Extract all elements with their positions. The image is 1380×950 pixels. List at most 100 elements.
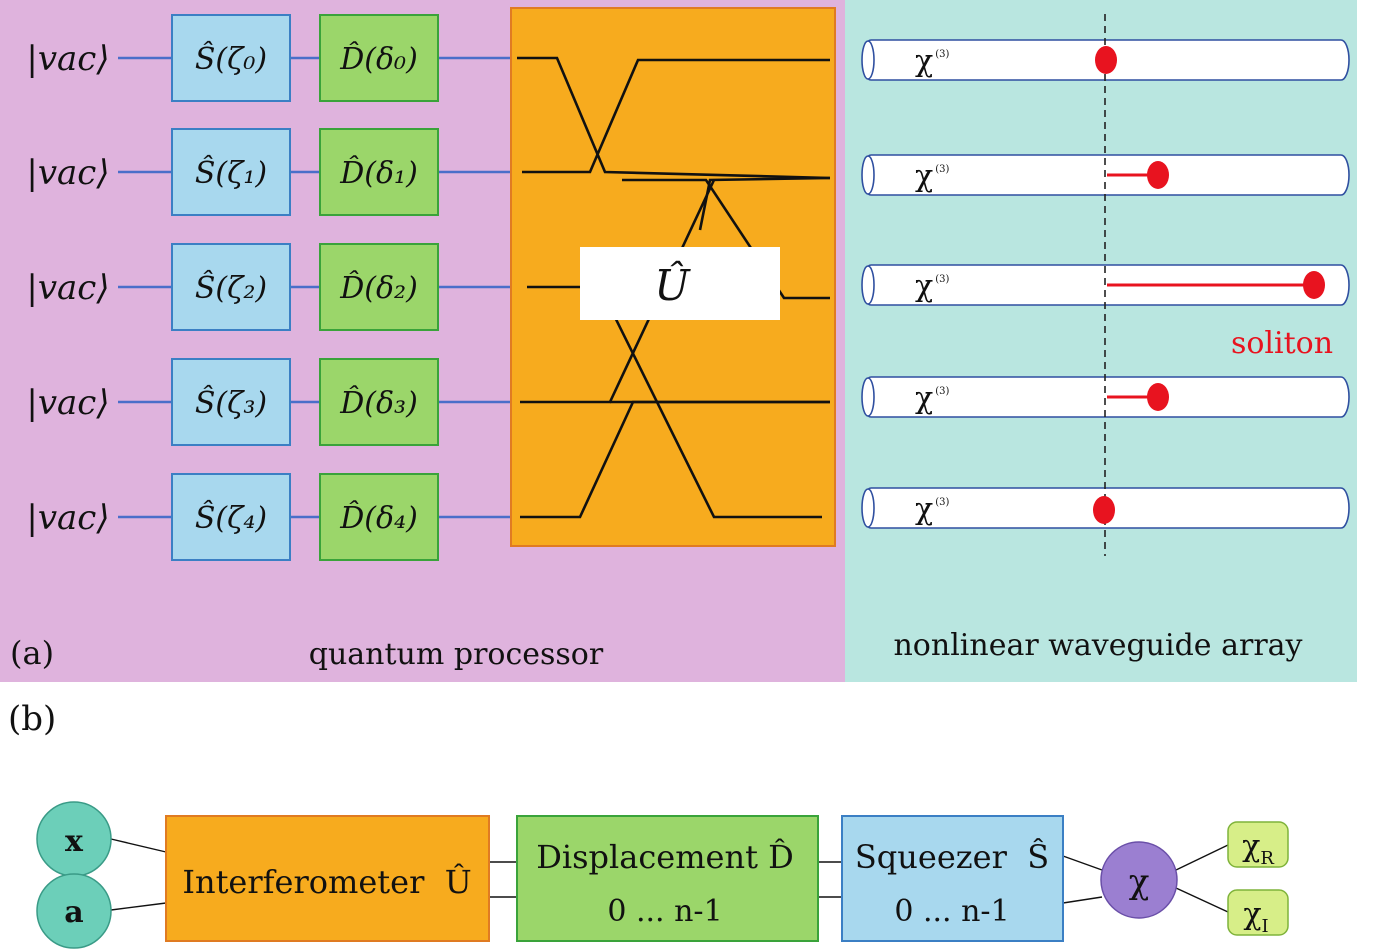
waveguide-tube-1 — [862, 154, 1350, 196]
squeezer-label-0: Ŝ(ζ₀) — [195, 41, 267, 77]
input-row-4: |vac⟩ Ŝ(ζ₄) D̂(δ₄) — [26, 473, 510, 561]
vacuum-state-4: |vac⟩ — [26, 498, 109, 538]
displacement-label-1: D̂(δ₁) — [339, 156, 418, 191]
soliton-dot-2 — [1303, 271, 1325, 299]
waveguide-label-0: χ (3) — [915, 44, 949, 79]
squeezer-box-0 — [171, 14, 291, 102]
squeezer-range: 0 ... n-1 — [894, 894, 1009, 929]
connector-s-chi-bot — [1062, 896, 1103, 904]
mode-path-1 — [522, 58, 830, 174]
unitary-label-box — [580, 247, 780, 320]
squeezer-box-1 — [171, 128, 291, 216]
squeezer-label-3: Ŝ(ζ₃) — [195, 385, 267, 421]
chi-superscript-4: (3) — [935, 497, 949, 508]
chi-superscript-2: (3) — [935, 274, 949, 285]
panel-b-connectors — [110, 838, 1229, 913]
squeezer-box-4 — [171, 473, 291, 561]
mode-path-4 — [698, 176, 831, 231]
displacement-label-2: D̂(δ₂) — [339, 271, 418, 306]
waveguide-label-2: χ (3) — [915, 269, 949, 304]
vacuum-state-3: |vac⟩ — [26, 383, 109, 423]
connector-s-chi-top — [1062, 855, 1103, 871]
chi-node — [1100, 841, 1178, 919]
displacement-box — [516, 815, 819, 942]
connector-x — [110, 838, 167, 853]
chi-i-subscript: I — [1262, 916, 1269, 937]
waveguide-tubes: χ (3)χ (3)χ (3)χ (3)χ (3) — [861, 39, 1350, 529]
waveguide-end-0 — [861, 40, 875, 80]
chi-r-subscript: R — [1260, 848, 1274, 869]
waveguide-end-2 — [861, 265, 875, 305]
vacuum-state-0: |vac⟩ — [26, 39, 109, 79]
chi-i-symbol: χ — [1243, 897, 1261, 932]
panel-b-label: (b) — [8, 699, 56, 739]
displacement-range: 0 ... n-1 — [607, 894, 722, 929]
interferometer-label: Interferometer Û — [182, 863, 471, 901]
soliton-dot-0 — [1095, 46, 1117, 74]
mode-path-2 — [622, 178, 830, 300]
displacement-box-1 — [319, 128, 439, 216]
waveguide-tube-3 — [862, 376, 1350, 418]
displacement-label-0: D̂(δ₀) — [339, 42, 418, 77]
waveguide-background — [845, 0, 1357, 682]
squeezer-box — [841, 815, 1064, 942]
interferometer-box — [165, 815, 490, 942]
soliton-dot-1 — [1147, 161, 1169, 189]
chi-symbol-0: χ — [915, 44, 933, 79]
vacuum-state-2: |vac⟩ — [26, 268, 109, 308]
chi-superscript-1: (3) — [935, 164, 949, 175]
input-row-2: |vac⟩ Ŝ(ζ₂) D̂(δ₂) — [26, 243, 510, 331]
waveguide-caption: nonlinear waveguide array — [893, 628, 1302, 663]
waveguide-label-4: χ (3) — [915, 492, 949, 527]
waveguide-1: χ (3) — [861, 154, 1350, 196]
chi-r-symbol: χ — [1242, 829, 1260, 864]
input-a-label: a — [64, 895, 83, 930]
vacuum-state-1: |vac⟩ — [26, 153, 109, 193]
displacement-box-2 — [319, 243, 439, 331]
waveguide-end-4 — [861, 488, 875, 528]
chi-superscript-0: (3) — [935, 49, 949, 60]
soliton-dot-4 — [1093, 496, 1115, 524]
unitary-label: Û — [654, 260, 691, 310]
chi-symbol-2: χ — [915, 269, 933, 304]
input-row-0: |vac⟩ Ŝ(ζ₀) D̂(δ₀) — [26, 14, 510, 102]
chi-r-output — [1227, 821, 1289, 868]
chi-r-label: χR — [1242, 829, 1274, 869]
chi-i-output — [1227, 889, 1289, 936]
displacement-box-3 — [319, 358, 439, 446]
connector-chi-r — [1175, 844, 1229, 871]
chi-symbol-3: χ — [915, 381, 933, 416]
squeezer-label-2: Ŝ(ζ₂) — [195, 270, 267, 306]
squeezer-box-3 — [171, 358, 291, 446]
soliton-label: soliton — [1231, 326, 1333, 361]
displacement-label-3: D̂(δ₃) — [339, 386, 418, 421]
input-row-3: |vac⟩ Ŝ(ζ₃) D̂(δ₃) — [26, 358, 510, 446]
displacement-title: Displacement D̂ — [536, 838, 794, 876]
mode-path-0 — [517, 56, 831, 180]
squeezer-label-1: Ŝ(ζ₁) — [195, 155, 267, 191]
displacement-label-4: D̂(δ₄) — [339, 501, 418, 536]
squeezer-box-2 — [171, 243, 291, 331]
squeezer-label-4: Ŝ(ζ₄) — [195, 500, 267, 536]
chi-i-label: χI — [1243, 897, 1268, 937]
displacement-box-0 — [319, 14, 439, 102]
waveguide-end-3 — [861, 377, 875, 417]
input-x-label: x — [65, 824, 84, 859]
input-row-1: |vac⟩ Ŝ(ζ₁) D̂(δ₁) — [26, 128, 510, 216]
waveguide-3: χ (3) — [861, 376, 1350, 418]
waveguide-label-3: χ (3) — [915, 381, 949, 416]
soliton-dot-3 — [1147, 383, 1169, 411]
squeezer-title: Squeezer Ŝ — [855, 838, 1049, 876]
connector-chi-i — [1175, 887, 1229, 913]
processor-rows: |vac⟩ Ŝ(ζ₀) D̂(δ₀) |vac⟩ Ŝ(ζ₁) D̂(δ₁) |vac⟩ Ŝ(ζ… — [26, 14, 510, 561]
chi-symbol-4: χ — [915, 492, 933, 527]
chi-superscript-3: (3) — [935, 386, 949, 397]
chi-label: χ — [1129, 862, 1150, 902]
connector-a — [110, 902, 167, 911]
input-a-node — [36, 873, 112, 949]
solitons — [1093, 46, 1325, 524]
displacement-box-4 — [319, 473, 439, 561]
waveguide-label-1: χ (3) — [915, 159, 949, 194]
waveguide-2: χ (3) — [861, 264, 1350, 306]
